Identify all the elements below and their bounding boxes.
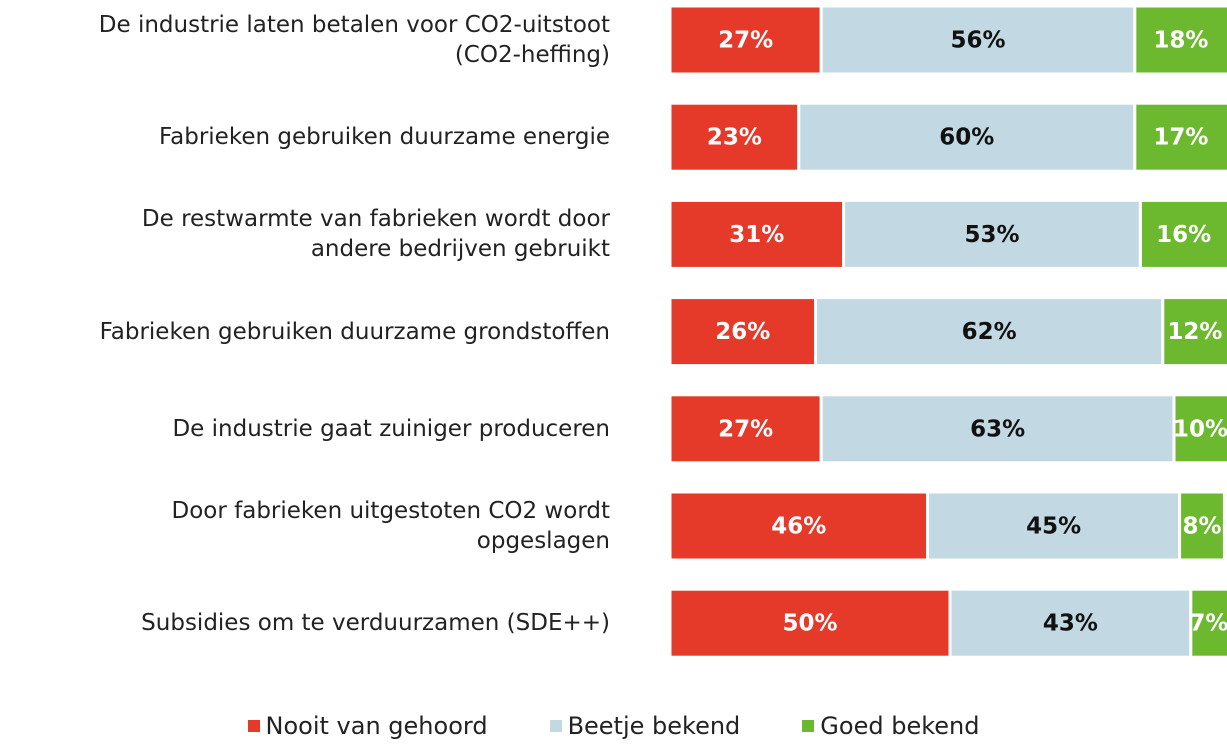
- legend-label: Nooit van gehoord: [265, 712, 488, 740]
- legend-swatch: [549, 720, 562, 732]
- chart: 27% 56% 18% 23% 60% 17% 31% 53% 16% 26% 62% 12% 27% 6…: [668, 4, 1227, 659]
- category-label: De industrie laten betalen voor CO2-uits…: [98, 12, 610, 68]
- data-label: 43%: [1043, 611, 1098, 637]
- legend-label: Beetje bekend: [567, 712, 741, 740]
- bar-segment: [842, 198, 1142, 270]
- bar-segment: [668, 490, 930, 562]
- bar-segment: [1161, 296, 1227, 368]
- data-label: 12%: [1167, 319, 1222, 345]
- data-label: 26%: [715, 319, 770, 345]
- bar-segment: [668, 4, 823, 76]
- data-label: 7%: [1189, 611, 1227, 637]
- legend-swatch: [247, 720, 260, 732]
- category-label: Fabrieken gebruiken duurzame grondstoffe…: [99, 318, 610, 345]
- data-label: 45%: [1026, 514, 1081, 540]
- data-label: 56%: [950, 28, 1005, 54]
- category-label: De industrie gaat zuiniger produceren: [172, 415, 610, 442]
- bar-segment: [1133, 101, 1227, 173]
- bar-segment: [668, 587, 952, 659]
- bar-segment: [1133, 4, 1227, 76]
- bar-segment: [668, 101, 801, 173]
- data-label: 60%: [939, 125, 994, 151]
- data-label: 10%: [1173, 416, 1227, 442]
- legend-item: Goed bekend: [802, 712, 979, 740]
- legend-label: Goed bekend: [820, 712, 980, 740]
- category-label: Subsidies om te verduurzamen (SDE++): [141, 610, 610, 637]
- category-label: Door fabrieken uitgestoten CO2 wordt opg…: [171, 498, 610, 554]
- data-label: 62%: [962, 319, 1017, 345]
- bar-segment: [1189, 587, 1227, 659]
- bar-segment: [1138, 198, 1227, 270]
- bar-segment: [819, 4, 1137, 76]
- legend-swatch: [802, 720, 815, 732]
- data-label: 31%: [729, 222, 784, 248]
- data-label: 16%: [1156, 222, 1211, 248]
- bar-segment: [668, 393, 823, 465]
- bar-segment: [1172, 393, 1227, 465]
- data-label: 63%: [970, 416, 1025, 442]
- bar-segment: [668, 296, 818, 368]
- bar-segment: [1178, 490, 1226, 562]
- data-label: 18%: [1153, 28, 1208, 54]
- data-label: 46%: [771, 514, 826, 540]
- data-label: 27%: [718, 28, 773, 54]
- data-label: 53%: [964, 222, 1019, 248]
- bar-segment: [819, 393, 1176, 465]
- legend-item: Beetje bekend: [549, 712, 741, 740]
- bar-segment: [797, 101, 1137, 173]
- legend: Nooit van gehoord Beetje bekend Goed beken…: [0, 712, 1227, 740]
- legend-item: Nooit van gehoord: [247, 712, 488, 740]
- data-label: 23%: [707, 125, 762, 151]
- data-label: 17%: [1153, 125, 1208, 151]
- category-label: Fabrieken gebruiken duurzame energie: [159, 124, 610, 151]
- data-label: 27%: [718, 416, 773, 442]
- category-label: De restwarmte van fabrieken wordt door a…: [141, 206, 610, 263]
- data-label: 8%: [1182, 514, 1221, 540]
- data-label: 50%: [782, 611, 837, 637]
